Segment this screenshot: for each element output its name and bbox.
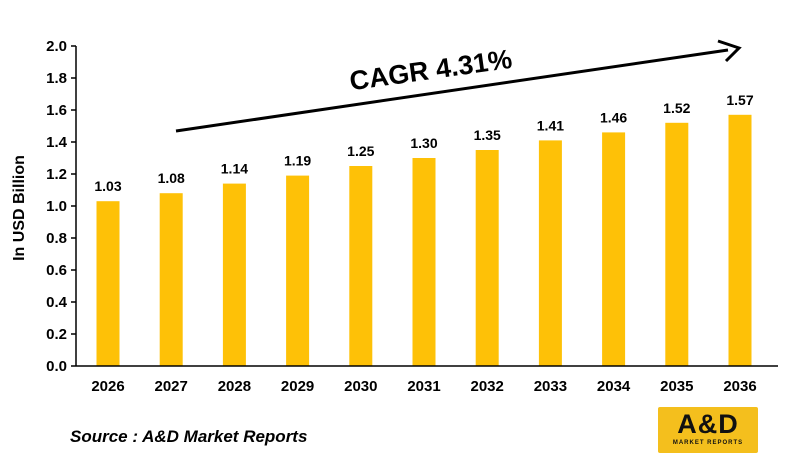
bar-value-label: 1.03 (94, 178, 121, 194)
bar-value-labels: 1.03 1.08 1.14 1.19 1.25 1.30 1.35 1.41 1.46 1.52… (94, 92, 753, 194)
y-tick-label: 1.6 (46, 102, 67, 119)
company-logo: A&D MARKET REPORTS (658, 407, 758, 453)
bar-value-label: 1.14 (221, 161, 248, 177)
bar-2028 (222, 183, 246, 366)
y-tick-label: 0.2 (46, 326, 67, 343)
y-tick-label: 1.4 (46, 134, 68, 151)
bar-value-label: 1.41 (537, 117, 564, 133)
source-note: Source : A&D Market Reports (70, 427, 308, 446)
y-tick-label: 1.2 (46, 166, 67, 183)
cagr-label: CAGR 4.31% (348, 44, 514, 96)
bar-2027 (159, 193, 183, 366)
bar-2033 (538, 140, 562, 366)
y-tick-label: 1.0 (46, 198, 67, 215)
cagr-annotation: CAGR 4.31% (175, 39, 742, 133)
y-tick-label: 0.0 (46, 358, 67, 375)
x-tick-label: 2026 (91, 378, 124, 395)
bar-2030 (349, 166, 373, 366)
y-axis-ticks: 0.0 0.2 0.4 0.6 0.8 1.0 1.2 1.4 1.6 1.8 2.0 (46, 38, 76, 375)
x-tick-label: 2028 (218, 378, 251, 395)
x-tick-label: 2035 (660, 378, 693, 395)
cagr-arrow (175, 48, 729, 133)
x-tick-label: 2036 (723, 378, 756, 395)
bar-value-label: 1.52 (663, 100, 690, 116)
y-tick-label: 1.8 (46, 70, 67, 87)
cagr-arrow-head (717, 39, 742, 63)
x-tick-label: 2030 (344, 378, 377, 395)
bars (96, 114, 752, 366)
bar-value-label: 1.57 (726, 92, 753, 108)
x-tick-label: 2032 (471, 378, 504, 395)
x-tick-label: 2031 (407, 378, 440, 395)
bar-2032 (475, 150, 499, 366)
x-tick-label: 2027 (155, 378, 188, 395)
bar-value-label: 1.30 (410, 135, 437, 151)
logo-subtext: MARKET REPORTS (672, 440, 744, 446)
x-tick-label: 2029 (281, 378, 314, 395)
y-axis-label: In USD Billion (11, 155, 28, 261)
bar-value-label: 1.25 (347, 143, 374, 159)
x-tick-label: 2034 (597, 378, 631, 395)
bar-value-label: 1.46 (600, 109, 627, 125)
bar-2026 (96, 201, 120, 366)
y-tick-label: 0.8 (46, 230, 67, 247)
bar-2035 (665, 122, 689, 366)
bar-value-label: 1.35 (474, 127, 501, 143)
bar-2031 (412, 158, 436, 366)
bar-2036 (728, 114, 752, 366)
bar-value-label: 1.08 (158, 170, 185, 186)
x-tick-label: 2033 (534, 378, 567, 395)
bar-value-label: 1.19 (284, 153, 311, 169)
bar-2029 (286, 175, 310, 366)
logo-text: A&D (677, 409, 739, 439)
y-tick-label: 0.4 (46, 294, 68, 311)
x-axis-ticks: 2026 2027 2028 2029 2030 2031 2032 2033 2034 2035… (91, 378, 756, 395)
y-tick-label: 0.6 (46, 262, 67, 279)
bar-2034 (602, 132, 626, 366)
y-tick-label: 2.0 (46, 38, 67, 55)
